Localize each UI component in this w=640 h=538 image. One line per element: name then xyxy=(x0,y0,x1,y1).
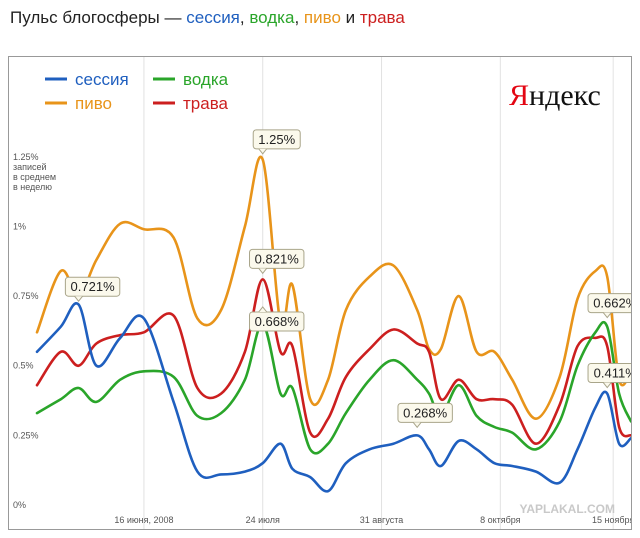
title-term-beer: пиво xyxy=(303,8,341,27)
title-term-session: сессия xyxy=(186,8,240,27)
annotation-pointer xyxy=(258,268,268,275)
legend-label-beer: пиво xyxy=(75,94,112,113)
annotation-box xyxy=(249,311,305,332)
annotation-box xyxy=(249,248,305,269)
x-tick-label: 31 августа xyxy=(360,515,404,525)
y-axis-label: записей xyxy=(13,162,47,172)
annotation-label: 0.821% xyxy=(255,251,300,266)
y-tick-label: 0.5% xyxy=(13,361,34,371)
legend-label-session: сессия xyxy=(75,70,129,89)
annotation-box xyxy=(587,293,631,314)
annotation-box xyxy=(397,402,453,423)
title-separator: и xyxy=(340,8,360,27)
annotation-pointer xyxy=(602,312,612,319)
annotation-box xyxy=(64,276,121,297)
y-tick-label: 0.25% xyxy=(13,430,39,440)
y-axis-label: в неделю xyxy=(13,182,52,192)
annotation-label: 0.411% xyxy=(594,366,632,381)
legend-label-grass: трава xyxy=(183,94,229,113)
annotation-pointer xyxy=(602,382,612,389)
title-term-vodka: водка xyxy=(249,8,295,27)
annotation-label: 1.25% xyxy=(258,132,295,147)
annotation-label: 0.668% xyxy=(255,314,300,329)
page-title: Пульс блогосферы — сессия, водка, пиво и… xyxy=(10,8,405,28)
annotation-box xyxy=(587,363,631,384)
title-separator: , xyxy=(239,8,250,27)
y-tick-label: 1% xyxy=(13,221,26,231)
series-line-session xyxy=(35,301,631,493)
x-tick-label: 8 октября xyxy=(480,515,521,525)
chart-frame: 1.25% 1% 0.75% 0.5% 0.25% 0% записей в среднем в… xyxy=(8,56,632,530)
series-line-beer xyxy=(35,155,631,420)
annotation-pointer xyxy=(74,295,83,302)
legend-label-vodka: водка xyxy=(183,70,229,89)
x-tick-label: 24 июля xyxy=(246,515,280,525)
annotation-box xyxy=(252,129,301,150)
annotation-pointer xyxy=(258,306,268,313)
annotation-label: 0.662% xyxy=(593,296,632,311)
annotation-pointer xyxy=(258,148,268,155)
title-prefix: Пульс блогосферы — xyxy=(10,8,187,27)
annotation-label: 0.721% xyxy=(71,279,116,294)
y-axis-label: в среднем xyxy=(13,172,56,182)
annotation-label: 0.268% xyxy=(403,405,448,420)
title-term-grass: трава xyxy=(359,8,405,27)
annotation-pointer xyxy=(412,422,422,429)
series-line-vodka xyxy=(35,320,631,455)
watermark-text: YAPLAKAL.COM xyxy=(519,502,615,516)
yandex-logo: Яндекс xyxy=(509,79,601,112)
y-tick-label: 0% xyxy=(13,500,26,510)
x-tick-label: 16 июня, 2008 xyxy=(114,515,173,525)
y-tick-label: 0.75% xyxy=(13,291,39,301)
y-tick-label: 1.25% xyxy=(13,152,39,162)
title-separator: , xyxy=(294,8,304,27)
x-tick-label: 15 ноября xyxy=(592,515,632,525)
